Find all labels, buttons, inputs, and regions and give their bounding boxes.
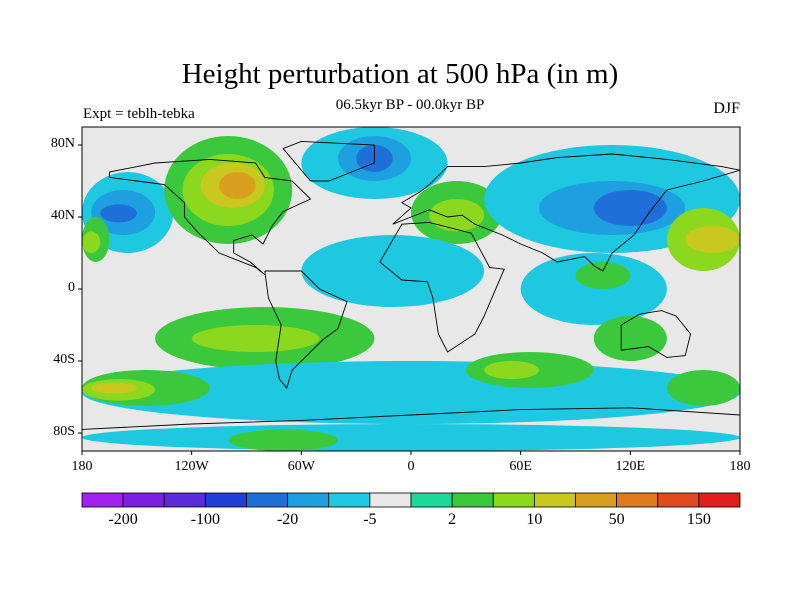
anomaly-region <box>191 325 320 352</box>
lat-tick-label: 80S <box>53 424 75 439</box>
coastline <box>282 140 375 182</box>
colorbar-label: -5 <box>363 511 377 528</box>
lon-tick-label: 180 <box>71 459 93 474</box>
lon-tick-label: 120E <box>615 459 646 474</box>
anomaly-region <box>82 231 101 253</box>
colorbar-swatch <box>287 492 330 508</box>
lon-tick-label: 60W <box>287 459 315 474</box>
colorbar-label: 150 <box>686 511 711 528</box>
anomaly-region <box>520 253 667 325</box>
lat-tick-label: 40N <box>50 208 75 223</box>
season-label: DJF <box>713 100 740 117</box>
anomaly-region <box>429 199 485 232</box>
lat-tick-label: 0 <box>68 280 75 295</box>
colorbar-swatch <box>204 492 247 508</box>
anomaly-region <box>100 204 137 223</box>
anomaly-region <box>91 382 137 394</box>
colorbar-swatch <box>81 492 124 508</box>
lon-tick-label: 180 <box>729 459 751 474</box>
colorbar-label: -20 <box>276 511 299 528</box>
lat-tick-label: 80N <box>50 136 75 151</box>
anomaly-region <box>593 190 667 226</box>
colorbar-swatch <box>698 492 741 508</box>
lon-tick-label: 60E <box>509 459 532 474</box>
colorbar-label: -100 <box>190 511 221 528</box>
colorbar-swatch <box>246 492 289 508</box>
coastline <box>379 221 505 353</box>
lat-tick-label: 40S <box>53 352 75 367</box>
colorbar-swatch <box>533 492 576 508</box>
anomaly-region <box>593 316 667 361</box>
colorbar-swatch <box>122 492 165 508</box>
anomaly-region <box>575 262 631 289</box>
colorbar-swatch <box>328 492 371 508</box>
anomaly-region <box>82 424 740 451</box>
coastline <box>108 158 312 275</box>
anomaly-region <box>219 172 256 199</box>
colorbar-label: 50 <box>608 511 625 528</box>
lon-tick-label: 0 <box>407 459 415 474</box>
colorbar-swatch <box>369 492 412 508</box>
anomaly-region <box>685 226 740 253</box>
colorbar-label: 2 <box>448 511 457 528</box>
lon-tick-label: 120W <box>174 459 209 474</box>
colorbar-swatch <box>616 492 659 508</box>
colorbar-swatch <box>575 492 618 508</box>
coastline <box>82 407 740 430</box>
anomaly-region <box>484 361 539 379</box>
colorbar-swatch <box>451 492 494 508</box>
colorbar-swatch <box>492 492 535 508</box>
colorbar-label: -200 <box>108 511 138 528</box>
colorbar-label: 10 <box>526 511 543 528</box>
experiment-label: Expt = teblh-tebka <box>83 106 195 122</box>
colorbar-swatch <box>410 492 453 508</box>
anomaly-region <box>666 370 740 406</box>
coastline <box>392 153 740 272</box>
colorbar-swatch <box>657 492 700 508</box>
coastline <box>620 310 692 358</box>
coastline <box>264 270 348 389</box>
colorbar-swatch <box>163 492 206 508</box>
chart-title: Height perturbation at 500 hPa (in m) <box>181 58 619 90</box>
anomaly-region <box>301 235 485 307</box>
chart-subtitle: 06.5kyr BP - 00.0kyr BP <box>335 97 485 113</box>
anomaly-region <box>228 429 338 451</box>
